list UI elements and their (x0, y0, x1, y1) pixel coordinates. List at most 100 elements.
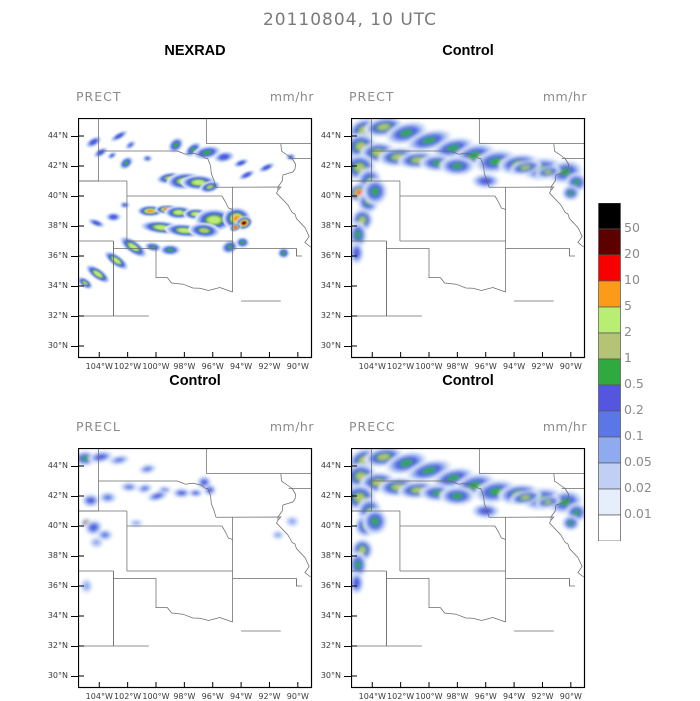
y-tick-mark (71, 195, 78, 197)
colorbar-band (598, 203, 621, 230)
x-axis-label: 90°W (559, 362, 582, 371)
border-ks-mo-river (494, 195, 506, 210)
y-axis-label: 38°N (320, 551, 341, 560)
x-axis-label: 102°W (387, 362, 415, 371)
x-axis-label: 100°W (415, 692, 443, 701)
colorbar-band (598, 228, 621, 256)
colorbar-tick-label: 5 (624, 298, 632, 313)
border-ok-tx-south (113, 578, 233, 623)
y-axis-label: 40°N (320, 521, 341, 530)
y-axis-label: 38°N (47, 551, 68, 560)
y-axis-label: 30°N (47, 341, 68, 350)
y-tick-mark (344, 615, 351, 617)
colorbar-band (598, 384, 621, 412)
y-axis-label: 34°N (47, 281, 68, 290)
x-axis-label: 98°W (173, 362, 196, 371)
y-axis-label: 32°N (47, 311, 68, 320)
y-tick-mark (344, 285, 351, 287)
border-sd-ne (98, 150, 206, 159)
x-axis-label: 104°W (85, 692, 113, 701)
x-axis-label: 96°W (474, 692, 497, 701)
border-sd-ne (371, 480, 479, 489)
y-axis-label: 34°N (320, 611, 341, 620)
colorbar-band (598, 254, 621, 282)
x-axis-label: 98°W (446, 362, 469, 371)
y-tick-mark (344, 585, 351, 587)
axis-ticks (351, 135, 572, 358)
colorbar-tick-label: 0.02 (624, 480, 652, 495)
y-axis-label: 36°N (320, 251, 341, 260)
precip-field (78, 451, 300, 594)
border-mo-ia (488, 516, 555, 521)
border-mo-ar-east (296, 248, 303, 257)
border-mo-ar-east (569, 248, 576, 257)
y-tick-mark (71, 615, 78, 617)
x-axis-label: 94°W (503, 692, 526, 701)
y-axis-label: 44°N (47, 131, 68, 140)
colorbar-band (598, 514, 621, 541)
colorbar-tick-label: 0.05 (624, 454, 652, 469)
x-axis-label: 100°W (142, 362, 170, 371)
colorbar-band (598, 410, 621, 438)
x-axis-label: 96°W (201, 692, 224, 701)
y-axis-label: 44°N (47, 461, 68, 470)
y-tick-mark (71, 525, 78, 527)
x-axis-label: 92°W (531, 692, 554, 701)
y-tick-mark (71, 225, 78, 227)
y-axis-label: 38°N (47, 221, 68, 230)
y-axis-label: 30°N (47, 671, 68, 680)
y-tick-mark (344, 495, 351, 497)
border-sd-ne (98, 480, 206, 489)
colorbar-tick-label: 0.2 (624, 402, 644, 417)
y-axis-label: 40°N (47, 521, 68, 530)
map-panel-control-precl[interactable] (78, 448, 313, 689)
y-tick-mark (71, 555, 78, 557)
map-panel-nexrad-prect[interactable] (78, 118, 313, 359)
y-axis-label: 40°N (47, 191, 68, 200)
border-ne-ia-river (478, 488, 490, 518)
border-mo-il-miss (549, 520, 584, 578)
border-mo-ar-east (296, 578, 303, 587)
y-tick-mark (344, 465, 351, 467)
y-tick-mark (344, 195, 351, 197)
border-mo-il-miss (276, 190, 311, 248)
map-panel-control-prect[interactable] (351, 118, 586, 359)
colorbar-band (598, 358, 621, 386)
y-tick-mark (344, 315, 351, 317)
y-tick-mark (344, 255, 351, 257)
y-axis-label: 36°N (47, 581, 68, 590)
x-axis-label: 102°W (114, 362, 142, 371)
y-axis-label: 42°N (47, 491, 68, 500)
colorbar-tick-label: 2 (624, 324, 632, 339)
panel-variable-control-precl: PRECL (76, 419, 121, 434)
x-axis-label: 96°W (474, 362, 497, 371)
y-axis-label: 30°N (320, 671, 341, 680)
y-tick-mark (71, 345, 78, 347)
border-ok-tx-south (113, 248, 233, 293)
colorbar-band (598, 332, 621, 360)
y-axis-label: 36°N (320, 581, 341, 590)
plot-frame (78, 118, 313, 359)
x-axis-label: 98°W (446, 692, 469, 701)
y-tick-mark (344, 525, 351, 527)
colorbar[interactable] (598, 203, 622, 541)
y-tick-mark (71, 675, 78, 677)
y-tick-mark (71, 495, 78, 497)
x-axis-label: 96°W (201, 362, 224, 371)
y-tick-mark (344, 165, 351, 167)
border-ok-tx-south (386, 248, 506, 293)
y-axis-label: 44°N (320, 131, 341, 140)
border-mo-ia (488, 186, 555, 191)
y-tick-mark (71, 165, 78, 167)
y-tick-mark (71, 135, 78, 137)
y-axis-label: 38°N (320, 221, 341, 230)
panel-units-control-prect: mm/hr (542, 89, 587, 104)
panel-units-nexrad-prect: mm/hr (269, 89, 314, 104)
border-mo-ia (215, 186, 282, 191)
border-ok-tx-south (386, 578, 506, 623)
map-panel-control-precc[interactable] (351, 448, 586, 689)
y-axis-label: 34°N (320, 281, 341, 290)
colorbar-tick-label: 1 (624, 350, 632, 365)
border-mo-ar-east (569, 578, 576, 587)
